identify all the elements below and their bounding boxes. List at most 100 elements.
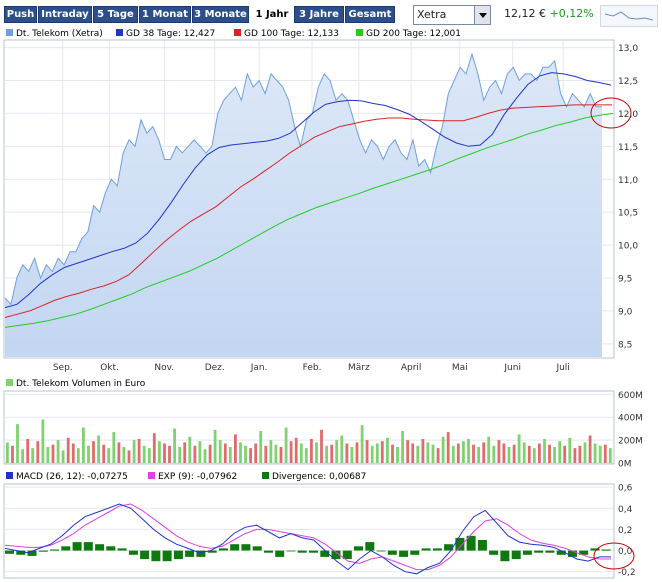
volume-bar: [310, 439, 313, 463]
gd200-line: [4, 112, 614, 328]
volume-bar: [92, 441, 95, 463]
divergence-bar: [387, 550, 397, 555]
month-label: Jan.: [250, 363, 268, 373]
volume-bar: [446, 432, 450, 463]
divergence-bar: [342, 550, 352, 560]
divergence-bar: [117, 548, 127, 551]
volume-bar: [396, 447, 399, 463]
range-button-gesamt[interactable]: Gesamt: [345, 6, 395, 23]
volume-bar: [41, 419, 45, 463]
volume-bar: [345, 443, 349, 463]
range-button-3-monate[interactable]: 3 Monate: [192, 6, 249, 23]
legend-swatch-macd: [6, 472, 13, 479]
price-display: 12,12 € +0,12%: [504, 7, 594, 20]
volume-bar: [239, 442, 242, 463]
volume-bar: [304, 448, 308, 463]
volume-bar: [284, 427, 288, 463]
volume-bar: [188, 436, 192, 463]
divergence-bar: [185, 550, 195, 557]
divergence-bar: [230, 544, 240, 551]
volume-bar: [102, 444, 106, 463]
volume-bar: [477, 447, 480, 463]
exchange-select[interactable]: Xetra: [413, 5, 491, 25]
divergence-bar: [601, 549, 611, 551]
volume-bar: [31, 448, 35, 463]
divergence-bar: [365, 542, 375, 551]
range-button-intraday[interactable]: Intraday: [38, 6, 92, 23]
divergence-bar: [399, 550, 409, 557]
volume-panel: Dt. Telekom Volumen in Euro 600M 400M 200M…: [3, 379, 643, 470]
volume-bar: [16, 424, 19, 463]
month-label: April: [401, 363, 422, 373]
volume-bar: [122, 447, 126, 463]
legend-swatch-gd100: [234, 29, 241, 36]
divergence-bar: [432, 548, 442, 551]
volume-bar: [213, 429, 217, 463]
price-y-ticks: 13,0 12,5 12,0 11,5 11,0 10,5 10,0 9,5 9,0 8,5: [618, 44, 638, 350]
volume-bar: [543, 439, 546, 463]
volume-bar: [548, 444, 551, 463]
y-tick-label: 0,4: [618, 505, 633, 515]
legend-gd100: GD 100 Tage: 12,133: [244, 29, 339, 39]
y-tick-label: 8,5: [618, 340, 632, 350]
month-label: Mai: [452, 363, 468, 373]
range-button-1-jahr[interactable]: 1 Jahr: [250, 6, 294, 23]
highlight-circle: [593, 542, 635, 570]
range-button-push[interactable]: Push: [4, 6, 37, 23]
volume-bar: [426, 442, 430, 463]
volume-bar: [21, 449, 24, 463]
range-button-3-jahre[interactable]: 3 Jahre: [294, 6, 344, 23]
volume-y-ticks: 600M 400M 200M 0M: [618, 391, 643, 470]
month-label: Feb.: [303, 363, 322, 373]
macd-line: [4, 503, 611, 575]
volume-bar: [456, 443, 460, 463]
legend-swatch-exp: [148, 472, 155, 479]
volume-bar: [56, 440, 60, 463]
volume-bar: [193, 445, 197, 463]
legend-gd38: GD 38 Tage: 12,427: [126, 29, 215, 39]
month-label: Dez.: [205, 363, 225, 373]
volume-bar: [178, 447, 182, 463]
volume-bar: [11, 445, 14, 463]
volume-bar: [234, 434, 237, 463]
macd-panel: MACD (26, 12): -0,07275 EXP (9): -0,0796…: [3, 472, 636, 579]
volume-bar: [598, 445, 602, 463]
volume-bar: [467, 439, 470, 463]
range-button-1-monat[interactable]: 1 Monat: [139, 6, 191, 23]
divergence-bar: [500, 550, 510, 562]
legend-swatch-price: [6, 29, 13, 36]
divergence-bar: [151, 550, 161, 562]
chart-thumbnail-icon[interactable]: [600, 5, 658, 27]
toolbar: Push Intraday 5 Tage 1 Monat 3 Monate 1 …: [0, 0, 662, 28]
volume-bar: [46, 447, 50, 463]
range-button-5-tage[interactable]: 5 Tage: [93, 6, 138, 23]
volume-bar: [335, 440, 339, 463]
divergence-bar: [241, 544, 251, 551]
legend-exp: EXP (9): -0,07962: [158, 472, 237, 482]
divergence-bar: [455, 537, 465, 551]
volume-bar: [173, 428, 176, 463]
volume-bar: [568, 437, 572, 463]
legend-gd200: GD 200 Tage: 12,001: [366, 29, 461, 39]
volume-bar: [355, 442, 359, 463]
volume-bar: [294, 437, 298, 463]
volume-bar: [320, 429, 323, 463]
volume-bar: [249, 448, 252, 463]
volume-bar: [82, 427, 85, 463]
divergence-bar: [173, 550, 183, 560]
y-tick-label: 400M: [618, 414, 643, 424]
volume-bar: [107, 448, 111, 463]
y-tick-label: -0,2: [618, 568, 636, 578]
volume-bar: [223, 443, 227, 463]
volume-bar: [431, 444, 435, 463]
volume-bar: [132, 440, 136, 463]
divergence-bar: [511, 550, 521, 560]
volume-bar: [583, 442, 587, 463]
y-tick-label: 0,6: [618, 484, 633, 494]
volume-bar: [588, 435, 592, 463]
divergence-bar: [95, 544, 105, 551]
chevron-down-icon[interactable]: [474, 6, 490, 24]
volume-bar: [244, 445, 247, 463]
volume-bars: [6, 419, 612, 463]
